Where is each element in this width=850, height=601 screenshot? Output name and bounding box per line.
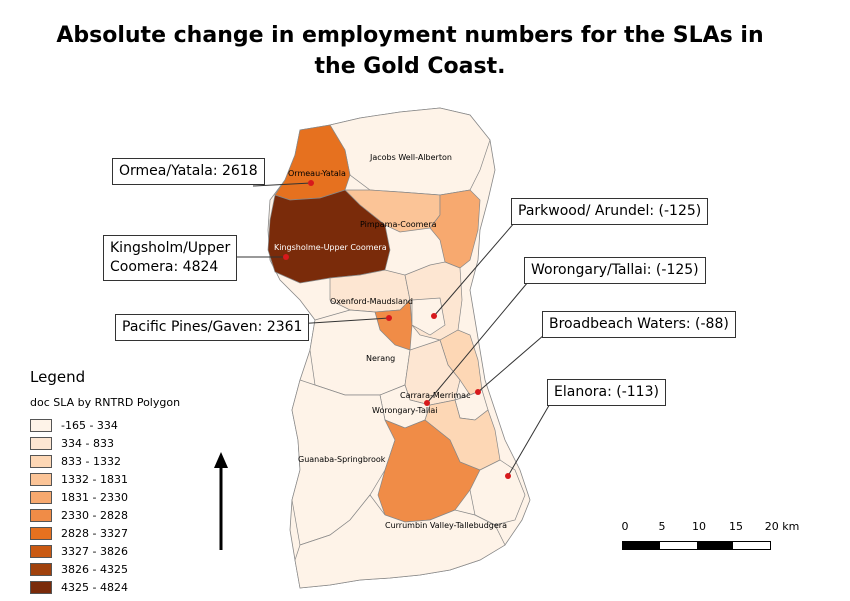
- legend-item: 2330 - 2828: [30, 506, 128, 524]
- scale-labels: 0 5 10 15 20 km: [621, 520, 800, 536]
- label-jacobs-well: Jacobs Well-Alberton: [369, 153, 452, 162]
- legend-swatch: [30, 580, 52, 594]
- callout-elanora: Elanora: (-113): [547, 379, 666, 406]
- point-worongary: [424, 400, 430, 406]
- north-arrow-icon: [214, 452, 228, 550]
- scale-tick-10: 10: [692, 520, 706, 533]
- legend-title: Legend: [30, 368, 86, 386]
- leader-worongary: [426, 281, 529, 404]
- legend-item: 1831 - 2330: [30, 488, 128, 506]
- legend-subtitle: doc SLA by RNTRD Polygon: [30, 396, 181, 409]
- point-elanora: [505, 473, 511, 479]
- callout-elanora-text: Elanora: (-113): [554, 384, 659, 400]
- scale-segment: [733, 542, 770, 549]
- region-elanora: [469, 459, 526, 526]
- leader-elanora: [507, 401, 552, 477]
- callout-ormea-yatala: Ormea/Yatala: 2618: [112, 158, 265, 185]
- scale-segment: [623, 542, 660, 549]
- legend-item: 2828 - 3327: [30, 524, 128, 542]
- point-pacific: [386, 315, 392, 321]
- callout-ormea-text: Ormea/Yatala: 2618: [119, 163, 258, 179]
- callout-parkwood: Parkwood/ Arundel: (-125): [511, 198, 709, 225]
- map-title: Absolute change in employment numbers fo…: [56, 23, 764, 79]
- label-currumbin: Currumbin Valley-Tallebudgera: [385, 521, 507, 530]
- scale-segment: [659, 542, 697, 549]
- legend-item: 1332 - 1831: [30, 470, 128, 488]
- region-guanaba-springbrook: [291, 379, 396, 546]
- legend-item: 833 - 1332: [30, 452, 128, 470]
- callout-kingsholm: Kingsholm/Upper Coomera: 4824: [103, 235, 238, 281]
- legend-swatch: [30, 562, 52, 576]
- legend-label: 2828 - 3327: [61, 526, 128, 540]
- legend-swatch: [30, 508, 52, 522]
- point-broadbeach: [475, 389, 481, 395]
- legend-swatch: [30, 436, 52, 450]
- scale-tick-15: 15: [729, 520, 743, 533]
- label-kingsholme: Kingsholme-Upper Coomera: [274, 243, 387, 252]
- legend-swatch: [30, 526, 52, 540]
- point-ormea: [308, 180, 314, 186]
- callout-broadbeach-text: Broadbeach Waters: (-88): [549, 316, 729, 332]
- label-carrara: Carrara-Merrimac: [400, 391, 470, 400]
- region-jacobs-well-alberton: [329, 107, 491, 196]
- legend-swatch: [30, 454, 52, 468]
- scale-segment: [696, 542, 734, 549]
- region-southern-hinterland: [294, 494, 506, 589]
- callout-kingsholm-line1: Kingsholm/Upper: [110, 240, 231, 256]
- point-parkwood: [431, 313, 437, 319]
- legend-label: 1831 - 2330: [61, 490, 128, 504]
- legend-item: 3327 - 3826: [30, 542, 128, 560]
- scale-bar: 0 5 10 15 20 km: [621, 520, 800, 550]
- legend-label: 3327 - 3826: [61, 544, 128, 558]
- legend-label: -165 - 334: [61, 418, 118, 432]
- scale-tick-0: 0: [621, 520, 629, 533]
- leader-pacific: [295, 317, 390, 325]
- legend-swatch: [30, 472, 52, 486]
- point-kingsholm: [283, 254, 289, 260]
- callout-pacific-text: Pacific Pines/Gaven: 2361: [122, 319, 303, 335]
- label-nerang: Nerang: [366, 354, 395, 363]
- legend-label: 4325 - 4824: [61, 580, 128, 594]
- scale-tick-20: 20 km: [764, 520, 800, 533]
- leader-ormea: [252, 182, 312, 187]
- legend-item: 4325 - 4824: [30, 578, 128, 596]
- label-oxenford: Oxenford-Maudsland: [330, 297, 413, 306]
- callout-broadbeach: Broadbeach Waters: (-88): [542, 311, 736, 338]
- callout-kingsholm-line2: Coomera: 4824: [110, 259, 219, 275]
- legend-swatch: [30, 544, 52, 558]
- legend-label: 3826 - 4325: [61, 562, 128, 576]
- label-ormeau-yatala: Ormeau-Yatala: [288, 169, 346, 178]
- label-pimpama-coomera: Pimpama-Coomera: [360, 220, 437, 229]
- scale-segments: [622, 541, 771, 550]
- leader-parkwood: [433, 221, 516, 317]
- legend-label: 334 - 833: [61, 436, 114, 450]
- scale-tick-5: 5: [658, 520, 666, 533]
- callout-parkwood-text: Parkwood/ Arundel: (-125): [518, 203, 702, 219]
- region-parkwood-arundel: [411, 297, 446, 336]
- legend-swatch: [30, 418, 52, 432]
- callout-worongary-text: Worongary/Tallai: (-125): [531, 262, 699, 278]
- legend-label: 1332 - 1831: [61, 472, 128, 486]
- callout-worongary: Worongary/Tallai: (-125): [524, 257, 706, 284]
- legend-swatch: [30, 490, 52, 504]
- legend-item: 334 - 833: [30, 434, 128, 452]
- label-guanaba: Guanaba-Springbrook: [298, 455, 386, 464]
- legend-item: -165 - 334: [30, 416, 128, 434]
- callout-pacific-pines: Pacific Pines/Gaven: 2361: [115, 314, 310, 341]
- label-worongary: Worongary-Tallai: [372, 406, 437, 415]
- leader-broadbeach: [477, 334, 545, 393]
- legend-item: 3826 - 4325: [30, 560, 128, 578]
- legend-label: 2330 - 2828: [61, 508, 128, 522]
- legend-list: -165 - 334 334 - 833 833 - 1332 1332 - 1…: [30, 416, 128, 596]
- legend-label: 833 - 1332: [61, 454, 121, 468]
